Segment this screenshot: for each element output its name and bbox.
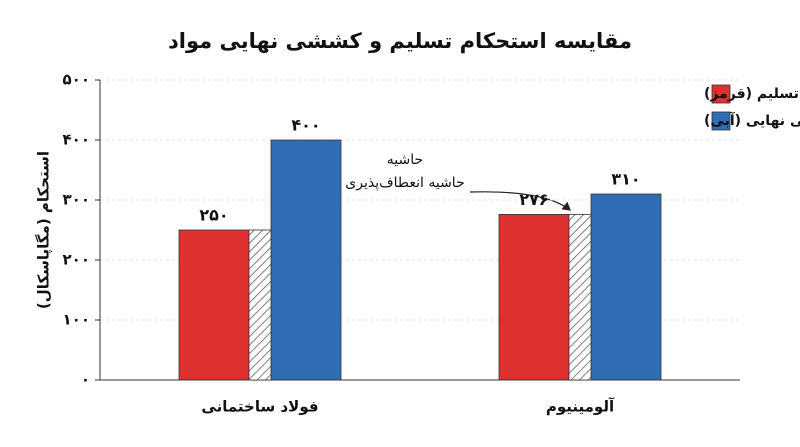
bar [270, 139, 342, 381]
bar [178, 229, 250, 381]
x-tick-label: فولاد ساختمانی [201, 398, 318, 416]
chart-title: مقایسه استحکام تسلیم و کششی نهایی مواد [168, 29, 632, 53]
legend-label: استحکام کششی نهایی (آبی) [704, 111, 800, 129]
value-label: ۲۷۶ [519, 190, 548, 209]
legend-label: استحکام تسلیم (قرمز) [704, 86, 800, 102]
y-tick-label: ۲۰۰ [63, 251, 90, 269]
annotation-title: حاشیه [387, 152, 423, 168]
legend-swatch [711, 111, 731, 131]
y-tick-label: ۳۰۰ [63, 191, 90, 209]
annotation-arrow [469, 191, 571, 211]
annotation-text: حاشیه انعطاف‌پذیری [345, 175, 464, 191]
y-tick-label: ۴۰۰ [63, 131, 90, 149]
y-axis-label: استحکام (مگاپاسکال) [35, 151, 54, 309]
y-tick-label: ۰ [81, 371, 90, 389]
y-tick-label: ۱۰۰ [63, 311, 90, 329]
value-label: ۳۱۰ [611, 170, 640, 189]
value-label: ۲۵۰ [199, 206, 228, 225]
bar [590, 193, 662, 381]
legend-swatch [711, 84, 731, 104]
x-tick-label: آلومینیوم [546, 398, 615, 416]
margin-hatch [568, 213, 592, 381]
y-tick-label: ۵۰۰ [63, 71, 90, 89]
margin-hatch [248, 229, 272, 381]
value-label: ۴۰۰ [291, 116, 320, 135]
bar [498, 213, 570, 381]
